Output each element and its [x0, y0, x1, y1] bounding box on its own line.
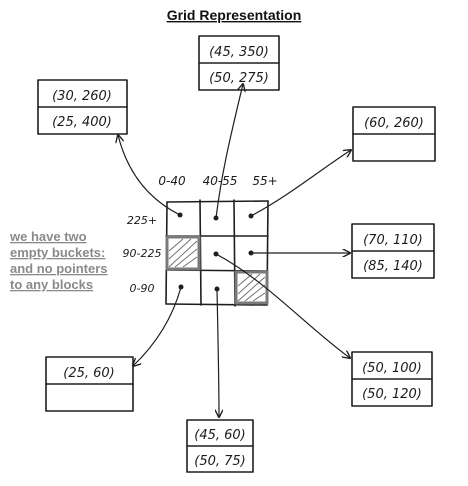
row-label-3: 0-90	[130, 282, 155, 295]
block-bottom-right: (50, 100) (50, 120)	[351, 351, 433, 407]
pointer-arrows	[118, 84, 351, 417]
note-line-3: and no pointers	[10, 261, 108, 276]
note-line-4: to any blocks	[10, 277, 93, 292]
block-entry: (85, 140)	[363, 259, 423, 274]
empty-bucket-2	[234, 270, 269, 305]
block-entry: (25, 400)	[52, 115, 112, 130]
block-middle-right: (70, 110) (85, 140)	[351, 223, 435, 279]
row-label-2: 90-225	[123, 247, 162, 260]
column-label-2: 40-55	[203, 174, 238, 188]
block-entry: (50, 100)	[362, 361, 422, 376]
cell-pointers	[177, 212, 254, 292]
grid-column-labels: 0-40 40-55 55+	[158, 174, 277, 188]
page-title: Grid Representation	[167, 7, 302, 23]
arrow-to-bottom-left	[133, 286, 182, 366]
block-entry: (60, 260)	[364, 116, 424, 131]
block-bottom-left: (25, 60)	[45, 356, 134, 412]
note-line-2: empty buckets:	[10, 245, 105, 260]
block-entry: (70, 110)	[363, 233, 423, 248]
arrow-to-top-right	[250, 150, 351, 217]
empty-bucket-1	[165, 235, 201, 271]
block-entry: (50, 75)	[194, 454, 246, 469]
note-line-1: we have two	[9, 229, 87, 244]
block-entry: (50, 120)	[362, 387, 422, 402]
block-bottom-center: (45, 60) (50, 75)	[186, 419, 254, 473]
column-label-3: 55+	[252, 174, 277, 188]
block-entry: (50, 275)	[209, 71, 269, 86]
block-entry: (25, 60)	[63, 366, 115, 381]
block-top-right: (60, 260)	[352, 106, 436, 162]
block-entry: (30, 260)	[52, 89, 112, 104]
empty-buckets-note: we have two empty buckets: and no pointe…	[9, 229, 108, 292]
column-label-1: 0-40	[158, 174, 186, 188]
block-entry: (45, 350)	[209, 45, 269, 60]
block-entry: (45, 60)	[194, 428, 246, 443]
arrow-to-top-center	[215, 84, 243, 219]
block-top-center: (45, 350) (50, 275)	[198, 35, 280, 91]
arrow-to-bottom-right	[215, 253, 350, 358]
arrow-to-top-left	[118, 135, 181, 216]
block-top-left: (30, 260) (25, 400)	[37, 79, 128, 135]
grid-row-labels: 225+ 90-225 0-90	[123, 214, 162, 295]
row-label-1: 225+	[127, 214, 157, 227]
arrow-to-bottom-center	[217, 288, 219, 417]
